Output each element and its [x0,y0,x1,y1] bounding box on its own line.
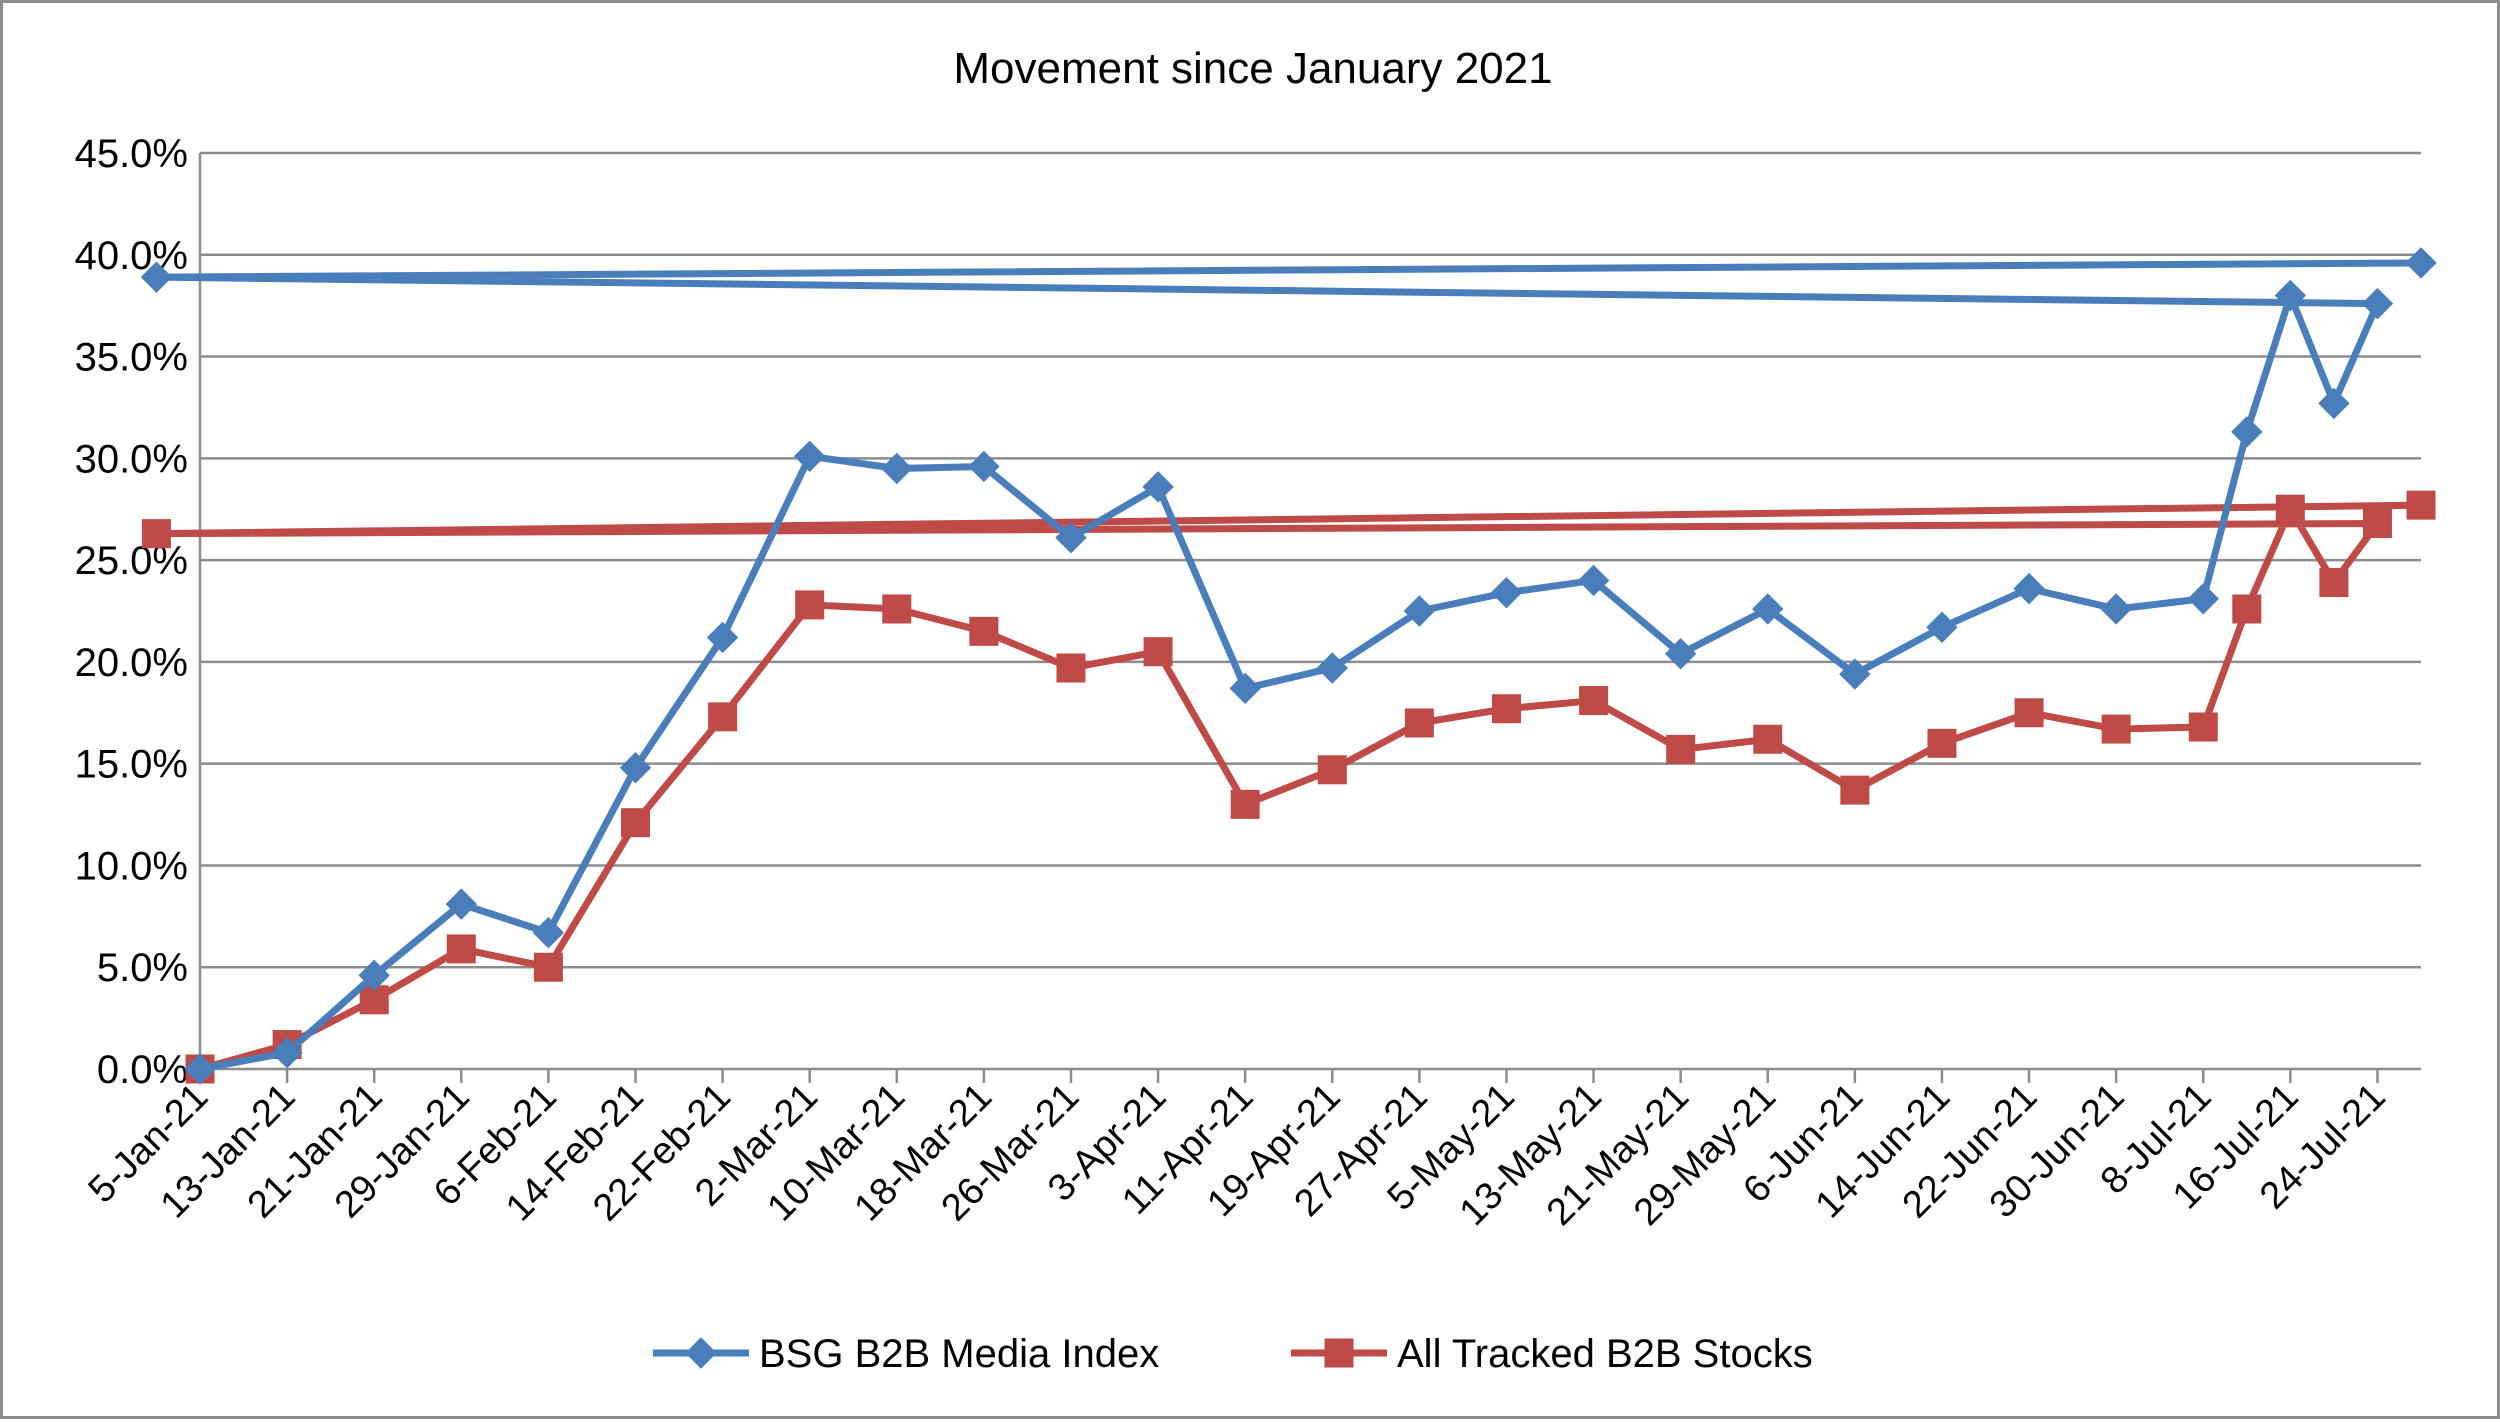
square-marker [1324,1338,1354,1368]
square-marker [2188,712,2218,742]
diamond-marker [1403,595,1436,627]
square-marker [2319,568,2349,598]
diamond-marker [1316,652,1348,684]
diamond-marker [358,959,390,992]
square-marker [2232,594,2262,624]
legend-label: BSG B2B Media Index [759,1332,1159,1376]
diamond-marker [2187,583,2219,615]
chart-title: Movement since January 2021 [953,44,1552,93]
y-tick-label: 20.0% [75,641,188,685]
square-marker [620,808,650,838]
diamond-marker [1577,564,1610,597]
diamond-marker [2405,247,2437,279]
y-tick-label: 10.0% [75,844,188,888]
y-tick-label: 35.0% [75,336,188,380]
diamond-marker [2361,287,2394,320]
square-marker [1317,755,1347,785]
diamond-marker [140,261,173,293]
diamond-marker [445,888,478,920]
diamond-marker [532,916,565,949]
diamond-marker [2013,572,2045,605]
diamond-marker [271,1037,303,1069]
diamond-marker [968,450,1000,483]
series-group [140,247,2437,1085]
square-marker [969,616,999,646]
diamond-marker [1752,593,1784,625]
series-line [152,501,2422,1073]
square-marker [1840,775,1870,805]
y-axis-tick-labels: 0.0% 5.0% 10.0% 15.0% 20.0% 25.0% 30.0% 35.0% 40… [75,132,188,1092]
square-marker [446,934,476,964]
square-marker [882,594,912,624]
diamond-marker [2318,387,2350,420]
y-tick-label: 40.0% [75,234,188,278]
legend-label: All Tracked B2B Stocks [1397,1332,1813,1376]
square-marker [2275,494,2305,524]
diamond-marker [2100,593,2132,625]
square-marker [1579,686,1609,716]
diamond-marker [706,621,739,654]
y-tick-label: 25.0% [75,539,188,583]
x-axis-tick-labels: 5-Jan-2113-Jan-2121-Jan-2129-Jan-216-Feb… [81,1076,2394,1234]
square-marker [1927,728,1957,758]
y-tick-label: 30.0% [75,437,188,481]
diamond-marker [1926,611,1958,643]
square-marker [1230,789,1260,819]
square-marker [1143,637,1173,667]
square-marker [708,702,738,732]
diamond-marker [685,1337,717,1369]
diamond-marker [1839,658,1871,690]
y-tick-label: 5.0% [97,946,188,990]
square-marker [1753,724,1783,754]
square-marker [2014,698,2044,728]
square-marker [2101,714,2131,744]
square-marker [2362,508,2392,538]
y-tick-label: 15.0% [75,743,188,787]
square-marker [2406,490,2436,520]
diamond-marker [793,440,826,473]
diamond-marker [1142,471,1174,503]
square-marker [1056,653,1086,683]
y-tick-label: 0.0% [97,1048,188,1092]
legend: BSG B2B Media Index All Tracked B2B Stock… [653,1332,1813,1376]
square-marker [141,519,171,549]
square-marker [795,590,825,620]
y-tick-label: 45.0% [75,132,188,176]
gridlines [200,151,2421,969]
line-chart: Movement since January 2021 0.0% 5.0% 10.0… [75,44,2437,1376]
diamond-marker [1229,672,1261,705]
diamond-marker [184,1053,216,1085]
series-line [152,259,2422,1073]
legend-item: BSG B2B Media Index [653,1332,1159,1376]
diamond-marker [2231,416,2263,448]
diamond-marker [2274,279,2307,312]
series-bsg-b2b-media-index [140,247,2437,1085]
legend-item: All Tracked B2B Stocks [1291,1332,1813,1376]
square-marker [1491,694,1521,724]
square-marker [533,952,563,982]
square-marker [1404,708,1434,738]
diamond-marker [1055,522,1087,554]
diamond-marker [1490,576,1523,609]
diamond-marker [619,752,652,784]
series-all-tracked-b2b-stocks [141,490,2436,1084]
square-marker [1666,734,1696,764]
diamond-marker [881,452,913,485]
diamond-marker [1664,638,1697,670]
